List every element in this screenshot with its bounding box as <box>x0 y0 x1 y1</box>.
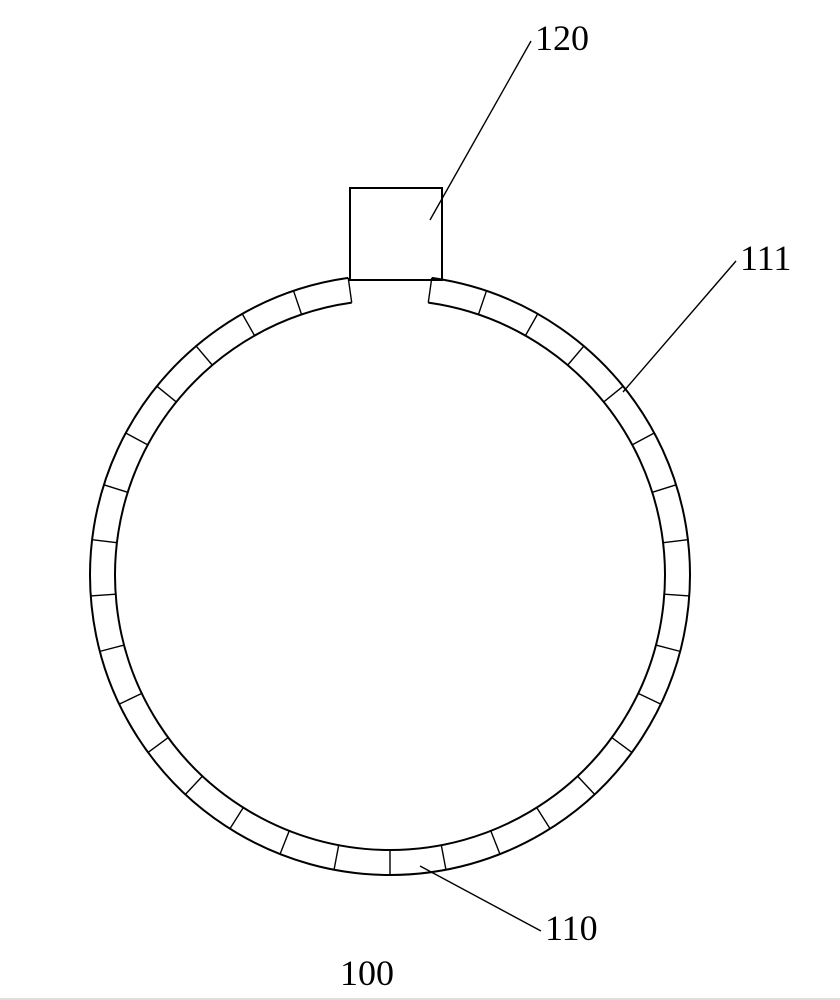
ring-segment-divider <box>652 485 676 493</box>
ring-segment-divider <box>185 776 202 794</box>
ring-inner <box>115 303 665 850</box>
ring-segment-divider <box>638 693 661 704</box>
ring-segment-divider <box>428 278 431 303</box>
ring-outer <box>90 278 690 875</box>
ring-segment-divider <box>242 314 254 336</box>
ring-segment-divider <box>604 386 623 402</box>
reference-label: 100 <box>340 953 394 993</box>
ring-segment-divider <box>294 291 302 315</box>
ring-segment-divider <box>280 831 289 854</box>
ring-segment-divider <box>157 386 176 402</box>
ring-segment-divider <box>525 314 537 336</box>
ring-segment-divider <box>119 693 142 704</box>
ring-segment-divider <box>92 540 117 543</box>
ring-segment-divider <box>230 808 243 829</box>
ring-segment-divider <box>196 346 212 365</box>
ring-segment-divider <box>348 278 351 303</box>
leader-line <box>420 866 541 931</box>
ring-segment-divider <box>126 433 148 445</box>
ring-segment-divider <box>656 645 680 651</box>
reference-label: 110 <box>545 908 598 948</box>
leader-line <box>623 261 736 392</box>
ring-segment-divider <box>334 845 339 870</box>
leader-line <box>430 41 531 220</box>
ring-segment-divider <box>632 433 654 445</box>
reference-label: 111 <box>740 238 791 278</box>
ring-segment-divider <box>612 738 632 753</box>
ring-segment-divider <box>104 485 128 493</box>
ring-segment-divider <box>478 291 486 315</box>
ring-segment-divider <box>441 845 446 870</box>
ring-segment-divider <box>537 808 550 829</box>
ring-segment-divider <box>578 776 595 794</box>
ring-segment-divider <box>91 594 116 596</box>
reference-label: 120 <box>535 18 589 58</box>
ring-segment-divider <box>491 831 500 854</box>
ring-segment-divider <box>568 346 584 365</box>
top-box <box>350 188 442 280</box>
ring-segment-divider <box>663 540 688 543</box>
technical-diagram: 120 111 110 100 <box>0 0 840 1000</box>
ring-segment-divider <box>148 738 168 753</box>
ring-segment-divider <box>664 594 689 596</box>
ring-segment-divider <box>100 645 124 651</box>
